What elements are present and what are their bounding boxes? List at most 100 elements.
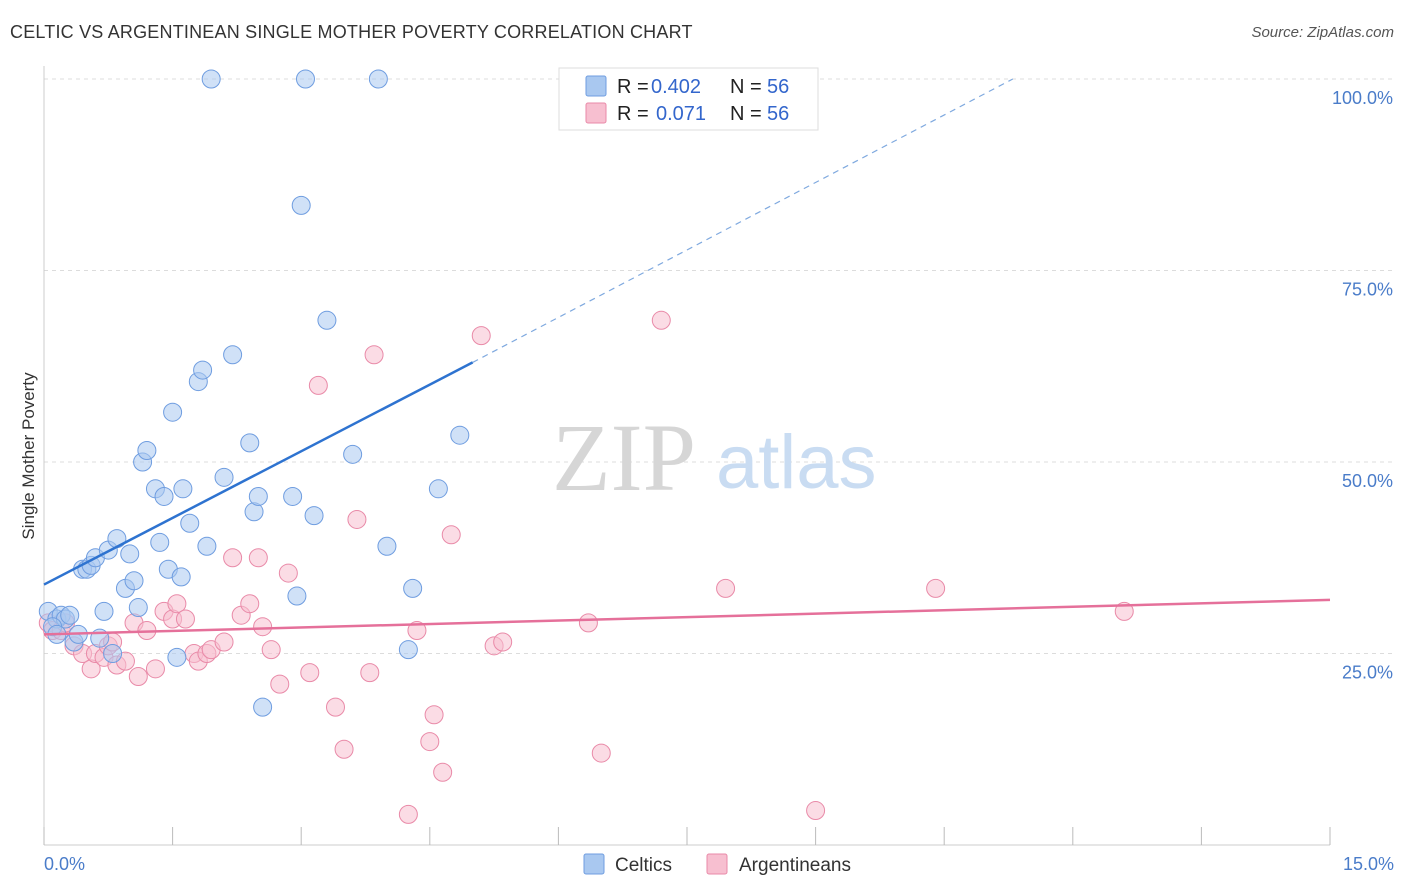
watermark-zip: ZIP — [552, 404, 696, 511]
y-tick-label-25: 25.0% — [1342, 663, 1393, 683]
argentineans-point-55 — [926, 578, 946, 598]
argentineans-point-41 — [398, 804, 418, 824]
celtics-point-28 — [173, 479, 193, 499]
legend-argentineans-label: Argentineans — [739, 855, 851, 876]
watermark: ZIP atlas — [552, 404, 877, 511]
celtics-point-41 — [287, 586, 307, 606]
argentineans-point-53 — [716, 578, 736, 598]
argentineans-point-14 — [128, 666, 148, 686]
celtics-point-27 — [171, 567, 191, 587]
argentineans-point-33 — [278, 563, 298, 583]
celtics-n-value: 56 — [767, 76, 789, 98]
argentineans-n-value: 56 — [767, 103, 789, 125]
celtics-point-35 — [223, 345, 243, 365]
celtics-point-40 — [283, 486, 303, 506]
argentineans-point-16 — [145, 659, 165, 679]
celtics-point-48 — [377, 536, 397, 556]
argentineans-r-label: R = — [617, 103, 649, 125]
celtics-point-45 — [317, 310, 337, 330]
legend-argentineans-swatch — [706, 853, 728, 875]
argentineans-n-label: N = — [730, 103, 762, 125]
legend-celtics-swatch — [583, 853, 605, 875]
y-tick-labels: 25.0% 50.0% 75.0% 100.0% — [1332, 88, 1393, 683]
chart-title: CELTIC VS ARGENTINEAN SINGLE MOTHER POVE… — [10, 22, 693, 42]
celtics-point-17 — [124, 571, 144, 591]
argentineans-point-40 — [364, 345, 384, 365]
argentineans-point-38 — [347, 509, 367, 529]
argentineans-point-26 — [223, 548, 243, 568]
celtics-point-31 — [193, 360, 213, 380]
celtics-point-54 — [60, 605, 80, 625]
argentineans-point-31 — [261, 640, 281, 660]
y-axis-title: Single Mother Poverty — [19, 372, 38, 540]
argentineans-point-45 — [433, 762, 453, 782]
argentineans-point-56 — [1114, 601, 1134, 621]
argentineans-point-51 — [591, 743, 611, 763]
celtics-point-13 — [103, 644, 123, 663]
argentineans-point-29 — [248, 548, 268, 568]
celtics-point-46 — [343, 444, 363, 464]
argentineans-point-44 — [424, 705, 444, 725]
watermark-atlas: atlas — [716, 420, 877, 505]
argentineans-point-50 — [578, 613, 598, 633]
celtics-point-33 — [201, 69, 221, 89]
argentineans-trend-line — [43, 598, 1331, 636]
argentineans-point-36 — [325, 697, 345, 717]
series-legend: Celtics Argentineans — [583, 853, 851, 876]
celtics-point-16 — [120, 544, 140, 564]
celtics-point-36 — [240, 433, 260, 453]
celtics-point-49 — [398, 640, 418, 660]
y-tick-label-50: 50.0% — [1342, 471, 1393, 491]
grid-lines — [44, 78, 1393, 654]
celtics-point-52 — [450, 425, 470, 445]
argentineans-point-52 — [651, 310, 671, 330]
celtics-point-26 — [167, 647, 187, 667]
legend-celtics-label: Celtics — [615, 855, 672, 876]
celtics-point-11 — [94, 601, 114, 621]
x-tick-label-max: 15.0% — [1343, 854, 1394, 874]
argentineans-point-39 — [360, 663, 380, 683]
x-tick-label-min: 0.0% — [44, 854, 85, 874]
argentineans-point-46 — [441, 525, 461, 545]
argentineans-point-19 — [167, 594, 187, 614]
argentineans-point-34 — [300, 663, 320, 683]
argentineans-point-54 — [806, 801, 826, 821]
celtics-trend-line — [43, 361, 474, 586]
argentineans-point-28 — [240, 594, 260, 614]
celtics-point-25 — [163, 402, 183, 422]
celtics-point-42 — [291, 195, 311, 215]
argentineans-point-43 — [420, 732, 440, 752]
celtics-r-label: R = — [617, 76, 649, 98]
celtics-point-18 — [128, 598, 148, 618]
celtics-trend-extension — [472, 78, 1014, 363]
source-credit: Source: ZipAtlas.com — [1251, 24, 1394, 41]
celtics-point-44 — [304, 506, 324, 526]
celtics-point-23 — [154, 486, 174, 506]
y-tick-label-100: 100.0% — [1332, 88, 1393, 108]
trend-lines — [43, 78, 1331, 636]
argentineans-point-25 — [214, 632, 234, 652]
argentineans-point-32 — [270, 674, 290, 694]
celtics-point-20 — [137, 441, 157, 461]
celtics-r-value: 0.402 — [651, 76, 701, 98]
celtics-point-32 — [197, 536, 217, 556]
celtics-swatch — [585, 75, 607, 97]
argentineans-point-35 — [308, 375, 328, 395]
argentineans-swatch — [585, 102, 607, 124]
argentineans-point-37 — [334, 739, 354, 759]
celtics-n-label: N = — [730, 76, 762, 98]
celtics-point-47 — [368, 69, 388, 89]
celtics-point-29 — [180, 513, 200, 533]
celtics-point-51 — [428, 479, 448, 499]
argentineans-point-47 — [471, 326, 491, 346]
celtics-point-43 — [295, 69, 315, 89]
celtics-point-22 — [150, 532, 170, 552]
axes — [43, 66, 1331, 846]
argentineans-point-30 — [253, 617, 273, 637]
argentineans-point-42 — [407, 621, 427, 641]
celtics-point-39 — [253, 697, 273, 717]
argentineans-r-value: 0.071 — [656, 103, 706, 125]
celtics-point-34 — [214, 467, 234, 487]
argentineans-point-49 — [493, 632, 513, 652]
